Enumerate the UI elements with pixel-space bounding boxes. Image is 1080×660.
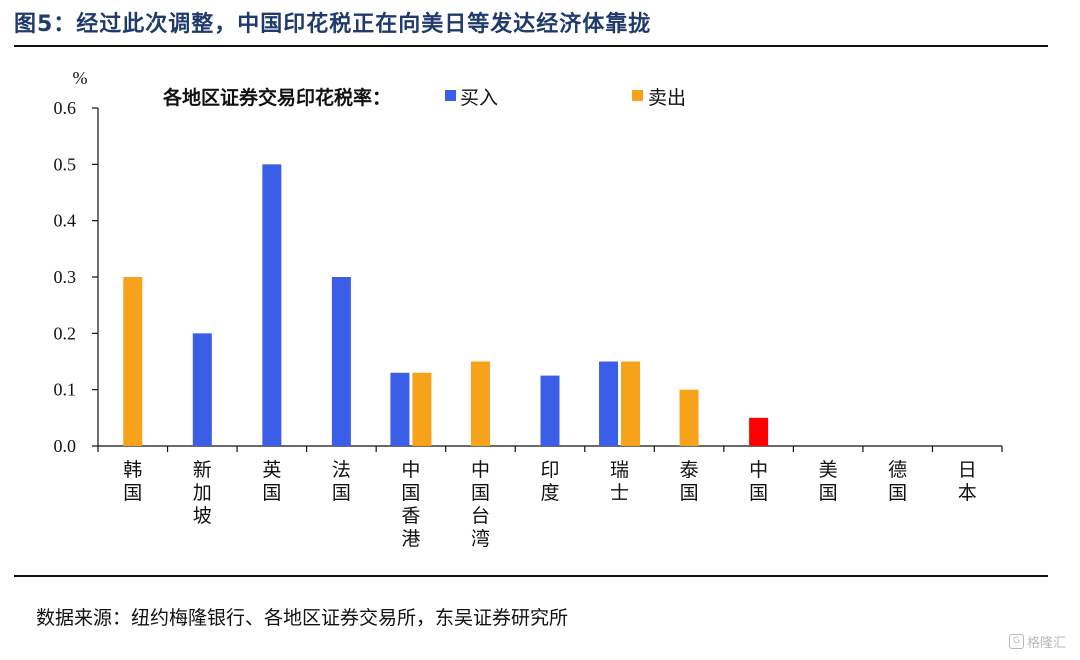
bottom-rule (14, 575, 1048, 577)
legend-title: 各地区证券交易印花税率： (162, 86, 391, 109)
top-rule (14, 45, 1048, 47)
bar-buy-4 (390, 372, 410, 446)
x-category-label-0: 韩 (123, 459, 142, 481)
x-category-label-12: 本 (958, 482, 977, 504)
watermark-text: 格隆汇 (1026, 636, 1066, 651)
x-category-label-10: 国 (819, 482, 838, 504)
x-category-label-5: 国 (471, 482, 490, 504)
bar-sell-8 (679, 389, 699, 446)
y-tick-label: 0.4 (54, 211, 77, 231)
x-category-label-7: 瑞 (610, 459, 629, 481)
x-category-label-6: 度 (540, 482, 559, 504)
x-category-label-2: 国 (262, 482, 281, 504)
x-category-label-12: 日 (958, 459, 977, 481)
y-axis-unit-label: % (73, 68, 88, 88)
axis-layer: 0.0 0.1 0.2 0.3 0.4 0.5 0.6% (54, 68, 1003, 456)
y-tick-label: 0.2 (54, 323, 77, 343)
legend-swatch-buy (445, 90, 456, 101)
x-category-label-6: 印 (540, 459, 559, 481)
watermark: G 格隆汇 (1008, 632, 1066, 651)
y-tick-label: 0.3 (54, 267, 77, 287)
bar-buy-2 (262, 164, 282, 446)
bar-buy-6 (540, 375, 560, 446)
y-tick-label: 0.1 (54, 380, 77, 400)
x-category-label-3: 法 (332, 459, 351, 481)
x-category-label-1: 加 (193, 482, 212, 504)
figure-title: 图5：经过此次调整，中国印花税正在向美日等发达经济体靠拢 (14, 12, 652, 37)
y-tick-label: 0.5 (54, 154, 77, 174)
x-category-label-9: 中 (749, 459, 768, 481)
bar-highlight-9 (749, 417, 769, 446)
bar-buy-7 (599, 361, 619, 446)
y-tick-label: 0.6 (54, 98, 77, 118)
legend-label-sell: 卖出 (648, 87, 686, 109)
legend-label-buy: 买入 (460, 87, 498, 109)
x-category-label-4: 香 (401, 505, 420, 527)
x-category-label-4: 中 (401, 459, 420, 481)
x-category-label-0: 国 (123, 482, 142, 504)
source-note: 数据来源：纽约梅隆银行、各地区证券交易所，东吴证券研究所 (36, 607, 569, 629)
watermark-logo-icon: G (1008, 634, 1024, 649)
bar-chart: 0.00.10.20.30.40.50.6% 韩国新加坡英国法国中国香港中国台湾… (54, 68, 1003, 550)
y-tick-label: 0.0 (54, 436, 77, 456)
x-category-label-10: 美 (819, 459, 838, 481)
bar-buy-1 (192, 333, 212, 446)
x-category-label-11: 德 (888, 459, 907, 481)
bar-sell-7 (621, 361, 641, 446)
x-category-label-4: 港 (401, 528, 420, 550)
x-category-label-8: 泰 (680, 459, 699, 481)
x-category-label-5: 湾 (471, 528, 490, 550)
legend-swatch-sell (632, 90, 643, 101)
x-category-label-5: 中 (471, 459, 490, 481)
x-category-label-4: 国 (401, 482, 420, 504)
x-category-label-9: 国 (749, 482, 768, 504)
x-category-label-2: 英 (262, 459, 281, 481)
bar-sell-5 (470, 361, 490, 446)
legend: 各地区证券交易印花税率： 买入 卖出 (162, 86, 686, 109)
bar-buy-3 (331, 277, 351, 446)
bar-layer (123, 164, 769, 446)
x-category-label-5: 台 (471, 505, 490, 527)
x-category-label-1: 新 (193, 459, 212, 481)
x-category-label-1: 坡 (193, 505, 212, 527)
x-category-label-8: 国 (680, 482, 699, 504)
bar-sell-0 (123, 277, 143, 446)
x-category-label-11: 国 (888, 482, 907, 504)
x-category-label-7: 士 (610, 482, 629, 504)
bar-sell-4 (412, 372, 432, 446)
x-category-label-3: 国 (332, 482, 351, 504)
